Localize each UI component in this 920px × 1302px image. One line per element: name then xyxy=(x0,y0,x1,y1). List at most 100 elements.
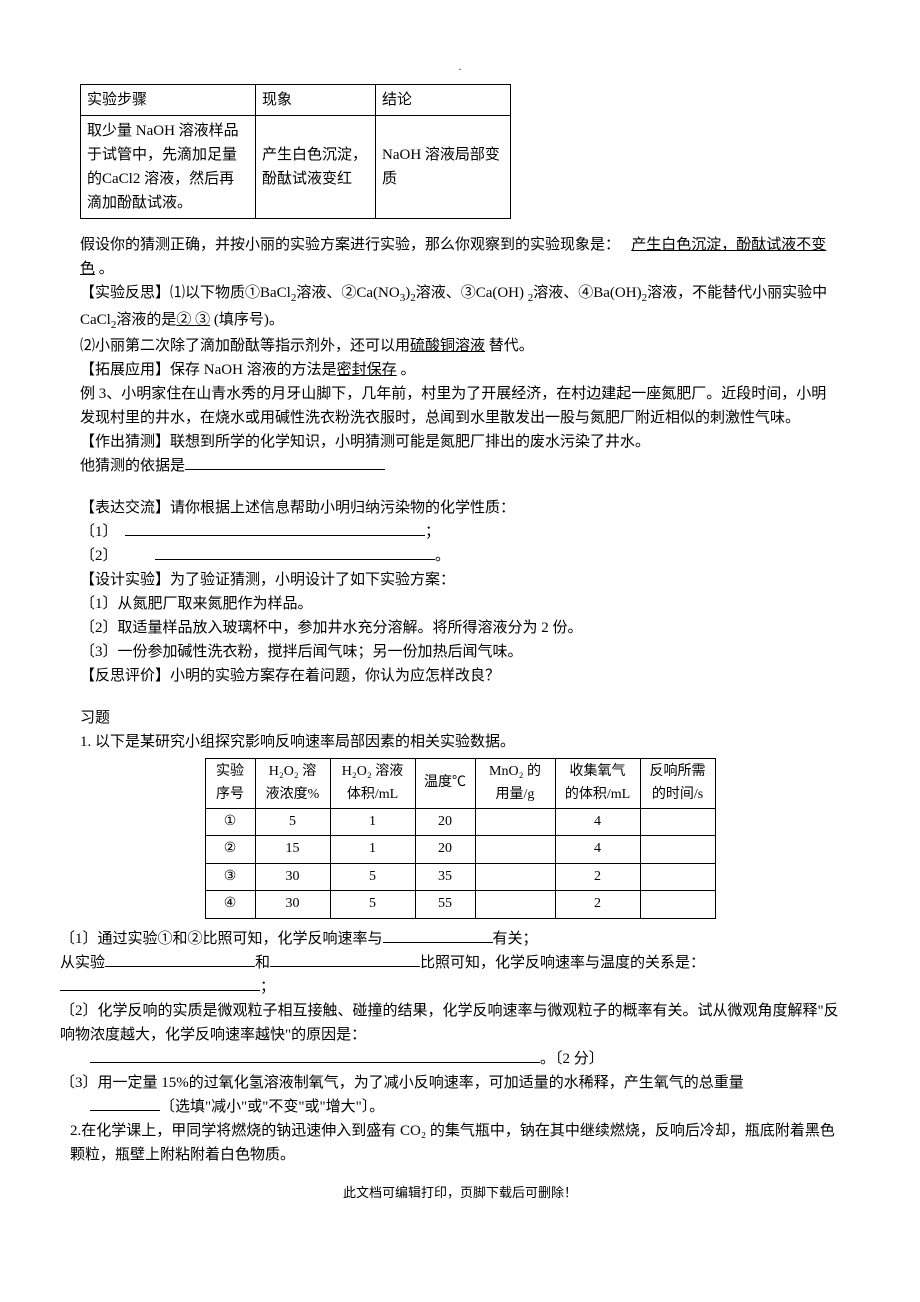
exans: 密封保存 xyxy=(337,362,397,378)
q1-3: 〔3〕用一定量 15%的过氧化氢溶液制氧气，为了减小反响速率，可加适量的水稀释，… xyxy=(60,1071,840,1119)
expand-label: 【拓展应用】 xyxy=(80,362,170,378)
exchange-label: 【表达交流】 xyxy=(80,500,170,516)
q1-1d: 和 xyxy=(255,955,270,971)
table-experiment-2: 实验序号 H₂O₂ 溶液浓度% H₂O₂ 溶液体积/mL 温度℃ MnO₂ 的用… xyxy=(205,758,716,918)
th-conc: 结论 xyxy=(376,85,511,116)
r2a: ⑵小丽第二次除了滴加酚酞等指示剂外，还可以用 xyxy=(80,338,410,354)
blank-ex2 xyxy=(155,559,435,560)
c: 20 xyxy=(415,808,475,835)
exchange-a: 请你根据上述信息帮助小明归纳污染物的化学性质： xyxy=(170,500,515,516)
c: 2 xyxy=(555,863,640,890)
c: 35 xyxy=(415,863,475,890)
c: 1 xyxy=(330,836,415,863)
guess-a: 联想到所学的化学知识，小明猜测可能是氮肥厂排出的废水污染了井水。 xyxy=(170,434,650,450)
table-row: 取少量 NaOH 溶液样品于试管中，先滴加足量的CaCl2 溶液，然后再滴加酚酞… xyxy=(81,116,511,219)
ex3-text: 例 3、小明家住在山青水秀的月牙山脚下，几年前，村里为了开展经济，在村边建起一座… xyxy=(80,382,840,430)
q1-1: 〔1〕通过实验①和②比照可知，化学反响速率与 有关； xyxy=(60,927,840,951)
c: 5 xyxy=(330,863,415,890)
q1-1f-line: ； xyxy=(60,975,840,999)
expand-line: 【拓展应用】保存 NaOH 溶液的方法是密封保存 。 xyxy=(80,358,840,382)
design-2: 〔2〕取适量样品放入玻璃杯中，参加井水充分溶解。将所得溶液分为 2 份。 xyxy=(80,616,840,640)
table-row: 实验步骤 现象 结论 xyxy=(81,85,511,116)
q1-1a: 〔1〕通过实验①和②比照可知，化学反响速率与 xyxy=(60,931,383,947)
th2-0: 实验序号 xyxy=(205,759,255,809)
r1b: 溶液、②Ca(NO xyxy=(296,285,399,301)
r1a: ⑴以下物质①BaCl xyxy=(170,285,291,301)
table-row: ③ 30 5 35 2 xyxy=(205,863,715,890)
c: 15 xyxy=(255,836,330,863)
q1-1c: 从实验 xyxy=(60,955,105,971)
c xyxy=(640,836,715,863)
reflect-line-2: ⑵小丽第二次除了滴加酚酞等指示剂外，还可以用硫酸铜溶液 替代。 xyxy=(80,334,840,358)
design-line: 【设计实验】为了验证猜测，小明设计了如下实验方案： xyxy=(80,568,840,592)
blank-guess xyxy=(185,469,385,470)
th-phen: 现象 xyxy=(256,85,376,116)
c: 30 xyxy=(255,891,330,918)
r1e: 溶液、④Ba(OH) xyxy=(533,285,641,301)
c xyxy=(640,808,715,835)
q2: 2.在化学课上，甲同学将燃烧的钠迅速伸入到盛有 CO₂ 的集气瓶中，钠在其中继续… xyxy=(70,1119,840,1167)
reflect-line-1: 【实验反思】⑴以下物质①BaCl2溶液、②Ca(NO3)2溶液、③Ca(OH) … xyxy=(80,281,840,334)
th2-5: 收集氧气的体积/mL xyxy=(555,759,640,809)
exchange-line: 【表达交流】请你根据上述信息帮助小明归纳污染物的化学性质： xyxy=(80,496,840,520)
td-phen: 产生白色沉淀，酚酞试液变红 xyxy=(256,116,376,219)
exa: 保存 NaOH 溶液的方法是 xyxy=(170,362,337,378)
c: ① xyxy=(205,808,255,835)
table-row: ② 15 1 20 4 xyxy=(205,836,715,863)
q1-2b: 。〔2 分〕 xyxy=(540,1051,604,1067)
q1-1f: ； xyxy=(260,979,275,995)
td-step: 取少量 NaOH 溶液样品于试管中，先滴加足量的CaCl2 溶液，然后再滴加酚酞… xyxy=(81,116,256,219)
design-3: 〔3〕一份参加碱性洗衣粉，搅拌后闻气味；另一份加热后闻气味。 xyxy=(80,640,840,664)
th2-1: H₂O₂ 溶液浓度% xyxy=(255,759,330,809)
guess-label: 【作出猜测】 xyxy=(80,434,170,450)
r2ans: 硫酸铜溶液 xyxy=(410,338,485,354)
q1-1c-line: 从实验和比照可知，化学反响速率与温度的关系是： xyxy=(60,951,840,975)
design-1: 〔1〕从氮肥厂取来氮肥作为样品。 xyxy=(80,592,840,616)
blank-q13 xyxy=(90,1110,160,1111)
blank-q11d xyxy=(270,966,420,967)
exchange-2: 〔2〕 。 xyxy=(80,544,840,568)
refl2-a: 小明的实验方案存在着问题，你认为应怎样改良？ xyxy=(170,668,500,684)
q1-3b: 〔选填"减小"或"不变"或"增大"〕。 xyxy=(160,1099,384,1115)
c: 5 xyxy=(330,891,415,918)
c: 4 xyxy=(555,808,640,835)
reflect-label: 【实验反思】 xyxy=(80,285,170,301)
table-experiment-1: 实验步骤 现象 结论 取少量 NaOH 溶液样品于试管中，先滴加足量的CaCl2… xyxy=(80,84,511,219)
c xyxy=(640,891,715,918)
th2-4: MnO₂ 的用量/g xyxy=(475,759,555,809)
assume-text-a: 假设你的猜测正确，并按小丽的实验方案进行实验，那么你观察到的实验现象是： xyxy=(80,237,628,253)
blank-q11c xyxy=(105,966,255,967)
c: 55 xyxy=(415,891,475,918)
th-step: 实验步骤 xyxy=(81,85,256,116)
page-footer: 此文档可编辑打印，页脚下载后可删除！ xyxy=(80,1183,840,1204)
c: 20 xyxy=(415,836,475,863)
c xyxy=(475,808,555,835)
guess-b: 他猜测的依据是 xyxy=(80,458,185,474)
guess-line: 【作出猜测】联想到所学的化学知识，小明猜测可能是氮肥厂排出的废水污染了井水。 xyxy=(80,430,840,454)
td-conc: NaOH 溶液局部变质 xyxy=(376,116,511,219)
q1: 1. 以下是某研究小组探究影响反响速率局部因素的相关实验数据。 xyxy=(80,730,840,754)
q1-3a: 〔3〕用一定量 15%的过氧化氢溶液制氧气，为了减小反响速率，可加适量的水稀释，… xyxy=(60,1075,744,1091)
design-a: 为了验证猜测，小明设计了如下实验方案： xyxy=(170,572,455,588)
q1-2b-line: 。〔2 分〕 xyxy=(90,1047,840,1071)
r1d: 溶液、③Ca(OH) xyxy=(416,285,528,301)
c xyxy=(475,863,555,890)
c: 30 xyxy=(255,863,330,890)
blank-q11f xyxy=(60,990,260,991)
th2-3: 温度℃ xyxy=(415,759,475,809)
c: 4 xyxy=(555,836,640,863)
q1-2: 〔2〕化学反响的实质是微观粒子相互接触、碰撞的结果，化学反响速率与微观粒子的概率… xyxy=(60,999,840,1047)
r2end: 替代。 xyxy=(485,338,534,354)
table-row: ① 5 1 20 4 xyxy=(205,808,715,835)
q1-1b: 有关； xyxy=(493,931,538,947)
ex1-label: 〔1〕 xyxy=(80,524,110,540)
c: ③ xyxy=(205,863,255,890)
refl2-line: 【反思评价】小明的实验方案存在着问题，你认为应怎样改良？ xyxy=(80,664,840,688)
q1-2a: 〔2〕化学反响的实质是微观粒子相互接触、碰撞的结果，化学反响速率与微观粒子的概率… xyxy=(60,1003,839,1043)
exend: 。 xyxy=(397,362,416,378)
c: 5 xyxy=(255,808,330,835)
blank-q12 xyxy=(90,1062,540,1063)
th2-2: H₂O₂ 溶液体积/mL xyxy=(330,759,415,809)
c xyxy=(640,863,715,890)
ex1-semi: ； xyxy=(425,524,440,540)
